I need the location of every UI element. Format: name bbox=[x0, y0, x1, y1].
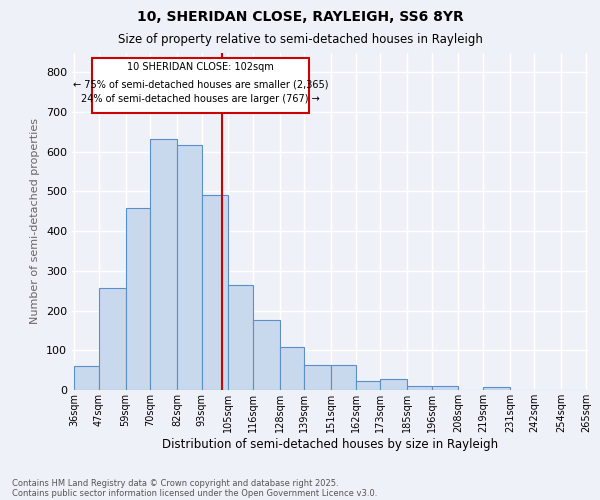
Bar bbox=[280, 347, 304, 390]
Bar bbox=[150, 139, 177, 390]
Bar bbox=[304, 366, 331, 390]
Bar bbox=[99, 288, 125, 390]
Text: ← 75% of semi-detached houses are smaller (2,365): ← 75% of semi-detached houses are smalle… bbox=[73, 79, 328, 89]
Bar bbox=[380, 380, 407, 390]
Bar bbox=[229, 285, 253, 390]
X-axis label: Distribution of semi-detached houses by size in Rayleigh: Distribution of semi-detached houses by … bbox=[162, 438, 498, 450]
Text: 10, SHERIDAN CLOSE, RAYLEIGH, SS6 8YR: 10, SHERIDAN CLOSE, RAYLEIGH, SS6 8YR bbox=[137, 10, 463, 24]
Text: Contains public sector information licensed under the Open Government Licence v3: Contains public sector information licen… bbox=[12, 488, 377, 498]
Bar bbox=[483, 387, 510, 390]
Bar bbox=[407, 386, 431, 390]
Text: Size of property relative to semi-detached houses in Rayleigh: Size of property relative to semi-detach… bbox=[118, 32, 482, 46]
Text: Contains HM Land Registry data © Crown copyright and database right 2025.: Contains HM Land Registry data © Crown c… bbox=[12, 478, 338, 488]
Bar bbox=[74, 366, 99, 390]
FancyBboxPatch shape bbox=[92, 58, 309, 114]
Bar bbox=[125, 208, 150, 390]
Text: 10 SHERIDAN CLOSE: 102sqm: 10 SHERIDAN CLOSE: 102sqm bbox=[127, 62, 274, 72]
Bar bbox=[431, 386, 458, 390]
Y-axis label: Number of semi-detached properties: Number of semi-detached properties bbox=[31, 118, 40, 324]
Bar bbox=[202, 195, 229, 390]
Bar bbox=[356, 382, 380, 390]
Text: 24% of semi-detached houses are larger (767) →: 24% of semi-detached houses are larger (… bbox=[81, 94, 320, 104]
Bar bbox=[253, 320, 280, 390]
Bar bbox=[331, 366, 356, 390]
Bar bbox=[177, 144, 202, 390]
